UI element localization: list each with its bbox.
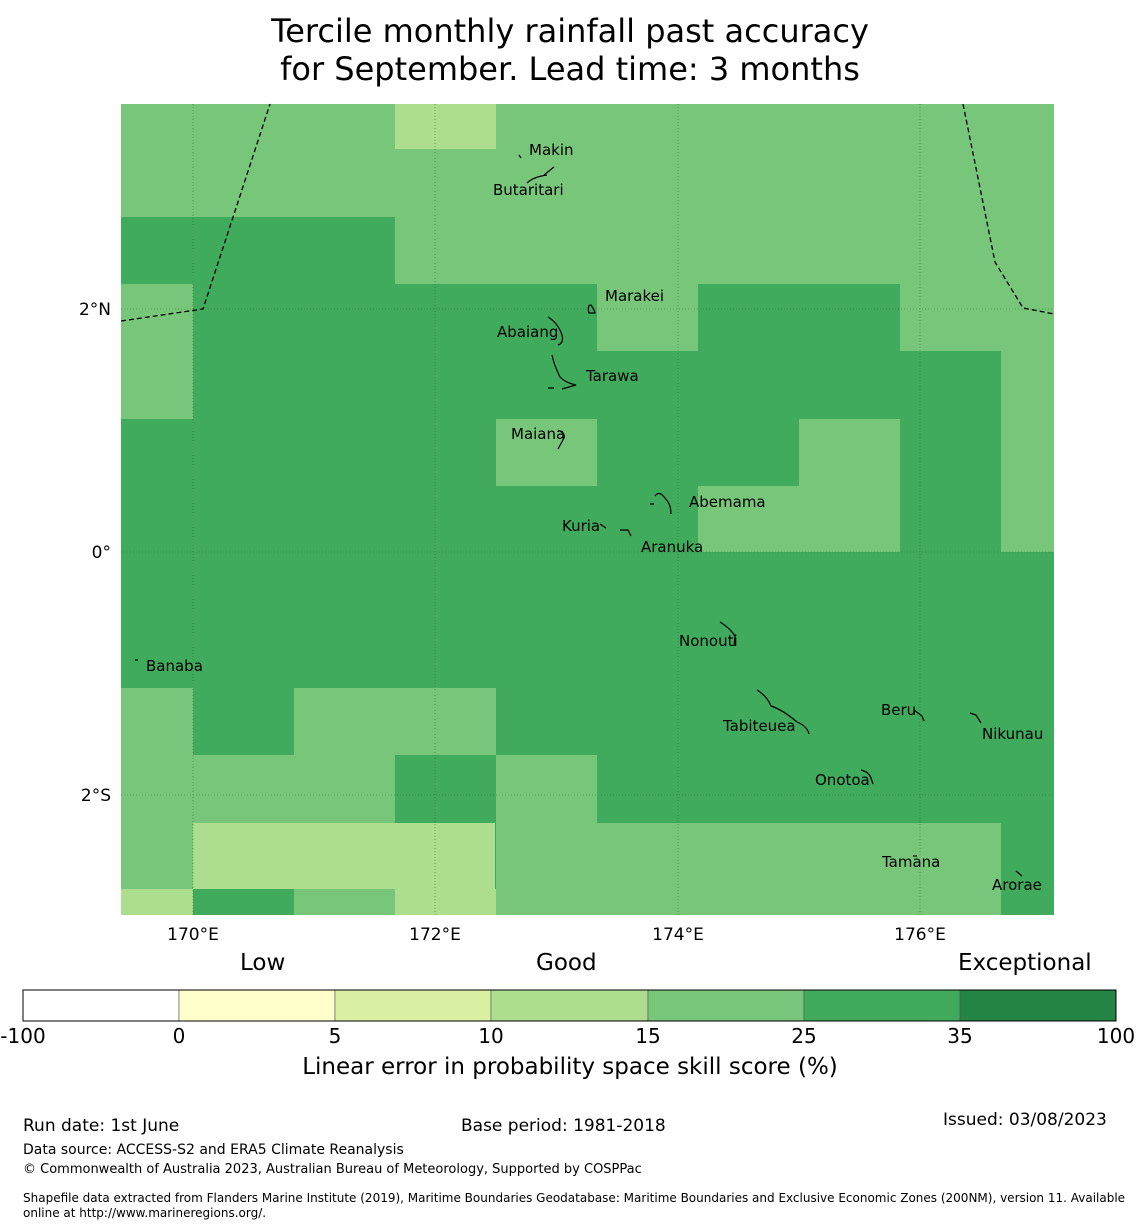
skill-cell: [294, 889, 395, 915]
colorbar-label: Linear error in probability space skill …: [302, 1054, 838, 1080]
skill-cell: [900, 284, 1054, 351]
skill-grid: [121, 104, 1054, 915]
skill-cell: [294, 688, 496, 755]
skill-cell: [395, 149, 1054, 217]
place-labels: Makin Butaritari Marakei Abaiang Tarawa …: [146, 141, 1043, 894]
colorbar-swatch: [178, 989, 336, 1022]
skill-cell: [395, 889, 496, 915]
island-beru: [913, 709, 925, 722]
colorbar-swatch: [22, 989, 180, 1022]
eez-boundary: [120, 103, 1055, 322]
island-outlines: [135, 154, 1023, 877]
colorbar-tick: 10: [478, 1024, 504, 1048]
label-kuria: Kuria: [562, 517, 600, 535]
colorbar-swatch: [959, 989, 1117, 1022]
label-butaritari: Butaritari: [493, 181, 564, 199]
colorbar-category-low: Low: [240, 950, 286, 976]
colorbar-category-good: Good: [536, 950, 597, 976]
label-abemama: Abemama: [689, 493, 766, 511]
lat-tick: 0°: [92, 543, 111, 563]
island-abaiang: [547, 316, 564, 346]
skill-cell: [121, 889, 193, 915]
skill-cell: [395, 104, 496, 149]
island-abemama: [650, 492, 672, 515]
label-makin: Makin: [529, 141, 574, 159]
lat-tick: 2°N: [79, 300, 111, 320]
label-onotoa: Onotoa: [815, 771, 870, 789]
title-line-1: Tercile monthly rainfall past accuracy: [271, 12, 869, 50]
issued-date: Issued: 03/08/2023: [943, 1110, 1107, 1130]
shapefile-credit-2: online at http://www.marineregions.org/.: [23, 1206, 267, 1220]
colorbar-tick: 100: [1096, 1024, 1136, 1048]
island-arorae: [1015, 870, 1023, 877]
lon-tick: 172°E: [409, 925, 461, 945]
base-period: Base period: 1981-2018: [461, 1116, 666, 1136]
label-banaba: Banaba: [146, 657, 203, 675]
skill-cell: [193, 823, 495, 889]
skill-cell: [597, 284, 698, 351]
label-abaiang: Abaiang: [497, 323, 558, 341]
lon-tick-labels: 170°E 172°E 174°E 176°E: [167, 925, 946, 945]
colorbar-swatch: [803, 989, 961, 1022]
island-makin: [518, 154, 555, 176]
island-marakei: [587, 304, 596, 314]
label-tamana: Tamana: [881, 853, 940, 871]
island-onotoa: [860, 769, 874, 785]
colorbar-tick: 15: [635, 1024, 661, 1048]
colorbar-tick: -100: [0, 1024, 46, 1048]
island-tabiteuea: [756, 689, 810, 735]
shapefile-credit-1: Shapefile data extracted from Flanders M…: [23, 1191, 1126, 1205]
skill-cell: [395, 217, 1054, 284]
colorbar-tick: 5: [328, 1024, 342, 1048]
island-butaritari: [526, 174, 548, 184]
lon-tick: 174°E: [652, 925, 704, 945]
label-marakei: Marakei: [605, 287, 664, 305]
colorbar-tick: 0: [172, 1024, 186, 1048]
island-nonouti: [719, 621, 736, 647]
colorbar: [22, 989, 1117, 1022]
label-tarawa: Tarawa: [585, 367, 639, 385]
colorbar-tick: 25: [791, 1024, 817, 1048]
colorbar-border: [22, 989, 1117, 1022]
island-maiana: [557, 429, 565, 450]
skill-cell: [121, 284, 193, 419]
skill-cell: [193, 755, 395, 823]
island-nikunau: [969, 712, 982, 724]
label-tabiteuea: Tabiteuea: [722, 717, 796, 735]
label-aranuka: Aranuka: [641, 538, 703, 556]
skill-cell: [121, 104, 395, 217]
run-date: Run date: 1st June: [23, 1116, 180, 1136]
data-source: Data source: ACCESS-S2 and ERA5 Climate …: [23, 1142, 404, 1158]
island-tarawa: [548, 354, 577, 390]
skill-cell: [1001, 351, 1054, 552]
lat-tick-labels: 2°N 0° 2°S: [79, 300, 111, 806]
island-kuria: [599, 523, 632, 537]
colorbar-swatch: [647, 989, 805, 1022]
label-nikunau: Nikunau: [982, 725, 1043, 743]
title-line-2: for September. Lead time: 3 months: [280, 50, 860, 88]
skill-cell: [496, 419, 597, 486]
lon-tick: 170°E: [167, 925, 219, 945]
label-nonouti: Nonouti: [679, 632, 738, 650]
label-beru: Beru: [881, 701, 916, 719]
lat-tick: 2°S: [81, 786, 111, 806]
copyright: © Commonwealth of Australia 2023, Austra…: [23, 1162, 642, 1177]
lon-tick: 176°E: [894, 925, 946, 945]
colorbar-swatch: [490, 989, 649, 1022]
label-maiana: Maiana: [511, 425, 565, 443]
skill-cell: [496, 755, 597, 915]
colorbar-tick: 35: [947, 1024, 973, 1048]
skill-cell: [496, 104, 1054, 149]
skill-cell: [698, 486, 900, 552]
skill-cell: [121, 688, 193, 915]
graticule: [121, 104, 1054, 915]
skill-cell: [799, 419, 900, 486]
colorbar-category-exceptional: Exceptional: [958, 950, 1092, 976]
skill-cell: [597, 823, 1001, 915]
colorbar-swatch: [334, 989, 492, 1022]
label-arorae: Arorae: [992, 876, 1042, 894]
